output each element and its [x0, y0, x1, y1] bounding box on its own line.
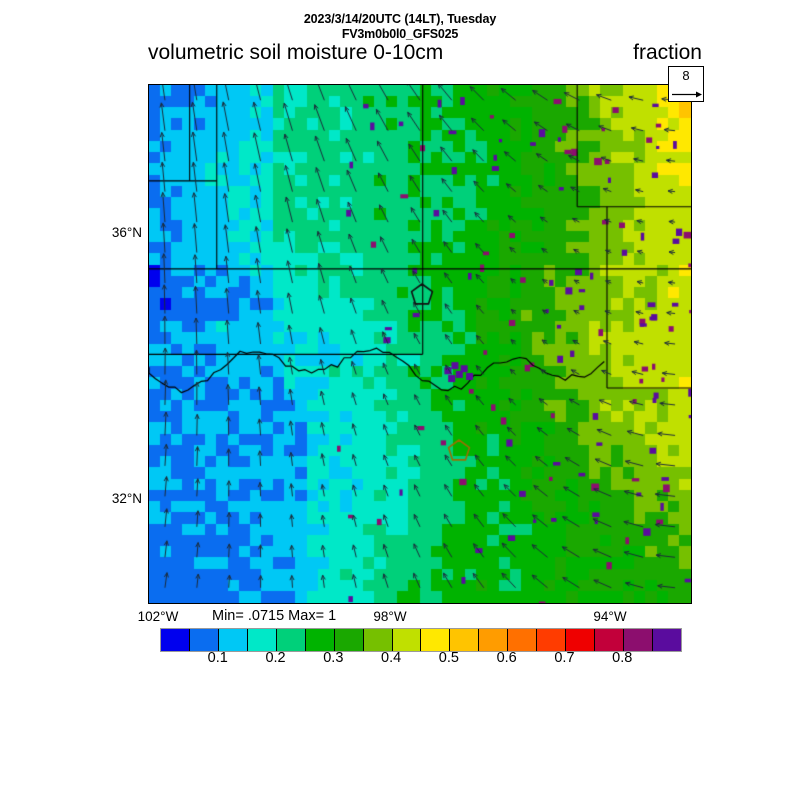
lon-label-98w: 98°W: [373, 609, 407, 624]
units-label: fraction: [633, 41, 702, 64]
colorbar-tick-0.2: 0.2: [265, 650, 286, 666]
lon-label-102w: 102°W: [137, 609, 179, 624]
colorbar-tick-0.8: 0.8: [612, 650, 633, 666]
colorbar-tick-0.1: 0.1: [207, 650, 228, 666]
colorbar-swatch-8: [392, 629, 422, 651]
lon-label-94w: 94°W: [593, 609, 627, 624]
colorbar-swatch-2: [218, 629, 248, 651]
colorbar[interactable]: [160, 628, 682, 652]
map-plot-area[interactable]: [148, 84, 692, 604]
lat-label-36n: 36°N: [111, 225, 142, 240]
colorbar-swatch-13: [537, 629, 567, 651]
lat-label-32n: 32°N: [111, 491, 142, 506]
colorbar-swatch-16: [624, 629, 653, 651]
soil-moisture-heatmap-canvas[interactable]: [149, 85, 691, 603]
colorbar-swatch-1: [189, 629, 219, 651]
colorbar-tick-0.3: 0.3: [323, 650, 344, 666]
colorbar-swatch-11: [479, 629, 509, 651]
colorbar-tick-labels: 0.1 0.2 0.3 0.4 0.5 0.6 0.7 0.8: [160, 650, 680, 670]
colorbar-swatch-10: [450, 629, 480, 651]
colorbar-swatch-14: [566, 629, 596, 651]
page-title: volumetric soil moisture 0-10cm: [148, 41, 444, 64]
right-arrow-icon: [672, 91, 702, 98]
model-name-header: FV3m0b0l0_GFS025: [341, 27, 459, 41]
colorbar-swatch-17: [652, 629, 681, 651]
valid-time-header: 2023/3/14/20UTC (14LT), Tuesday: [303, 12, 497, 26]
colorbar-swatch-15: [595, 629, 624, 651]
wind-vector-reference-box: 8: [668, 66, 704, 102]
colorbar-swatch-5: [305, 629, 335, 651]
colorbar-tick-0.5: 0.5: [438, 650, 459, 666]
colorbar-swatch-4: [276, 629, 306, 651]
colorbar-tick-0.6: 0.6: [496, 650, 517, 666]
colorbar-swatch-7: [363, 629, 393, 651]
colorbar-swatch-9: [421, 629, 451, 651]
colorbar-swatch-6: [334, 629, 364, 651]
min-max-stats: Min= .0715 Max= 1: [212, 608, 337, 624]
wind-vector-reference-value: 8: [682, 68, 690, 83]
colorbar-tick-0.4: 0.4: [381, 650, 402, 666]
colorbar-swatch-0: [161, 629, 190, 651]
colorbar-swatch-3: [247, 629, 277, 651]
colorbar-swatch-12: [508, 629, 538, 651]
colorbar-tick-0.7: 0.7: [554, 650, 575, 666]
